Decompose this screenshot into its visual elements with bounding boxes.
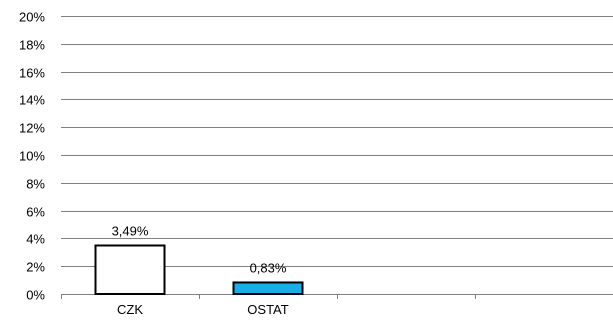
y-tick-label: 2% [26,260,45,275]
bar-czk [94,244,166,295]
y-tick-label: 8% [26,177,45,192]
y-tick-label: 10% [19,149,45,164]
data-labels: 3,49% 0,83% [112,223,287,275]
category-label-czk: CZK [117,302,143,317]
category-label-ostat: OSTAT [247,302,288,317]
bars [94,244,304,296]
y-axis-tick-labels: 0% 2% 4% 6% 8% 10% 12% 14% 16% 18% 20% [19,10,45,303]
bar-ostat [232,281,304,296]
y-tick-label: 6% [26,205,45,220]
data-label-ostat: 0,83% [250,260,287,275]
y-tick-label: 16% [19,66,45,81]
y-tick-label: 0% [26,288,45,303]
y-tick-label: 14% [19,93,45,108]
y-tick-label: 20% [19,10,45,25]
y-tick-label: 18% [19,38,45,53]
x-axis-category-labels: CZK OSTAT [117,302,289,317]
y-tick-label: 12% [19,121,45,136]
y-tick-label: 4% [26,232,45,247]
data-label-czk: 3,49% [112,223,149,238]
